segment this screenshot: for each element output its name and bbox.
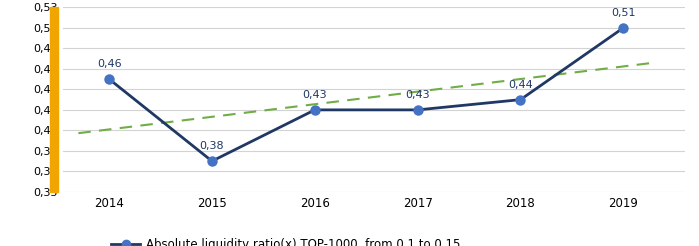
Bar <box>50 7 58 192</box>
Text: 0,43: 0,43 <box>303 90 327 100</box>
Text: 0,38: 0,38 <box>200 141 224 151</box>
Text: 0,44: 0,44 <box>508 80 533 90</box>
Text: 0,46: 0,46 <box>97 59 122 69</box>
Text: 0,43: 0,43 <box>405 90 430 100</box>
Text: 0,51: 0,51 <box>611 8 635 18</box>
Legend: Absolute liquidity ratio(x) TOP-1000, from 0,1 to 0,15: Absolute liquidity ratio(x) TOP-1000, fr… <box>106 234 466 246</box>
